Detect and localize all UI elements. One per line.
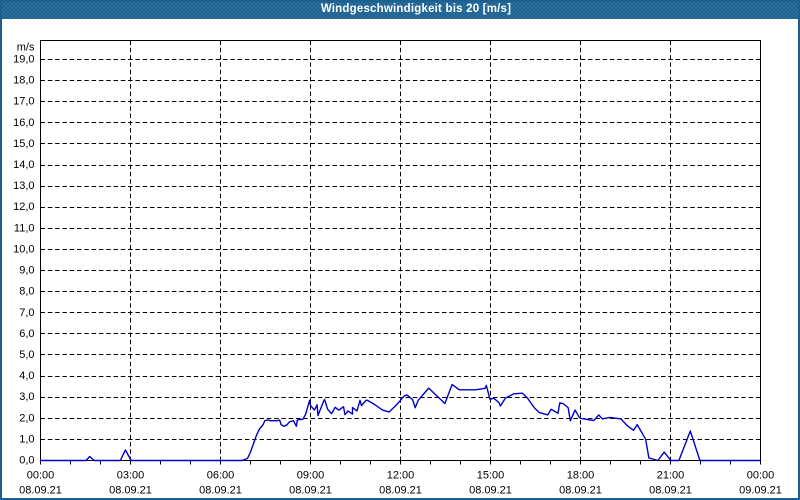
- svg-text:5,0: 5,0: [19, 349, 34, 361]
- svg-text:09:00: 09:00: [297, 470, 325, 482]
- svg-text:11,0: 11,0: [14, 222, 35, 234]
- svg-text:08.09.21: 08.09.21: [379, 485, 422, 497]
- svg-text:09.09.21: 09.09.21: [739, 485, 782, 497]
- svg-text:19,0: 19,0: [13, 53, 34, 65]
- svg-text:06:00: 06:00: [207, 470, 235, 482]
- svg-text:08.09.21: 08.09.21: [19, 485, 62, 497]
- svg-text:17,0: 17,0: [13, 96, 34, 108]
- svg-text:08.09.21: 08.09.21: [199, 485, 242, 497]
- svg-text:21:00: 21:00: [657, 470, 685, 482]
- svg-text:08.09.21: 08.09.21: [109, 485, 152, 497]
- svg-text:0,0: 0,0: [19, 455, 34, 467]
- svg-text:15,0: 15,0: [13, 138, 34, 150]
- svg-text:9,0: 9,0: [19, 265, 34, 277]
- svg-text:18:00: 18:00: [567, 470, 595, 482]
- svg-text:4,0: 4,0: [19, 370, 34, 382]
- svg-text:15:00: 15:00: [477, 470, 505, 482]
- svg-text:8,0: 8,0: [19, 286, 34, 298]
- svg-text:16,0: 16,0: [13, 117, 34, 129]
- svg-text:18,0: 18,0: [13, 75, 34, 87]
- svg-text:3,0: 3,0: [19, 391, 34, 403]
- svg-text:08.09.21: 08.09.21: [289, 485, 332, 497]
- svg-text:14,0: 14,0: [13, 159, 34, 171]
- svg-text:03:00: 03:00: [117, 470, 145, 482]
- svg-text:7,0: 7,0: [19, 307, 34, 319]
- svg-text:00:00: 00:00: [27, 470, 55, 482]
- svg-text:00:00: 00:00: [747, 470, 775, 482]
- svg-text:13,0: 13,0: [13, 180, 34, 192]
- svg-text:08.09.21: 08.09.21: [649, 485, 692, 497]
- svg-text:10,0: 10,0: [13, 243, 34, 255]
- svg-text:1,0: 1,0: [19, 433, 34, 445]
- svg-text:6,0: 6,0: [19, 328, 34, 340]
- svg-text:08.09.21: 08.09.21: [559, 485, 602, 497]
- svg-text:2,0: 2,0: [19, 412, 34, 424]
- svg-text:08.09.21: 08.09.21: [469, 485, 512, 497]
- svg-text:12:00: 12:00: [387, 470, 415, 482]
- svg-text:m/s: m/s: [17, 42, 35, 54]
- svg-text:12,0: 12,0: [13, 201, 34, 213]
